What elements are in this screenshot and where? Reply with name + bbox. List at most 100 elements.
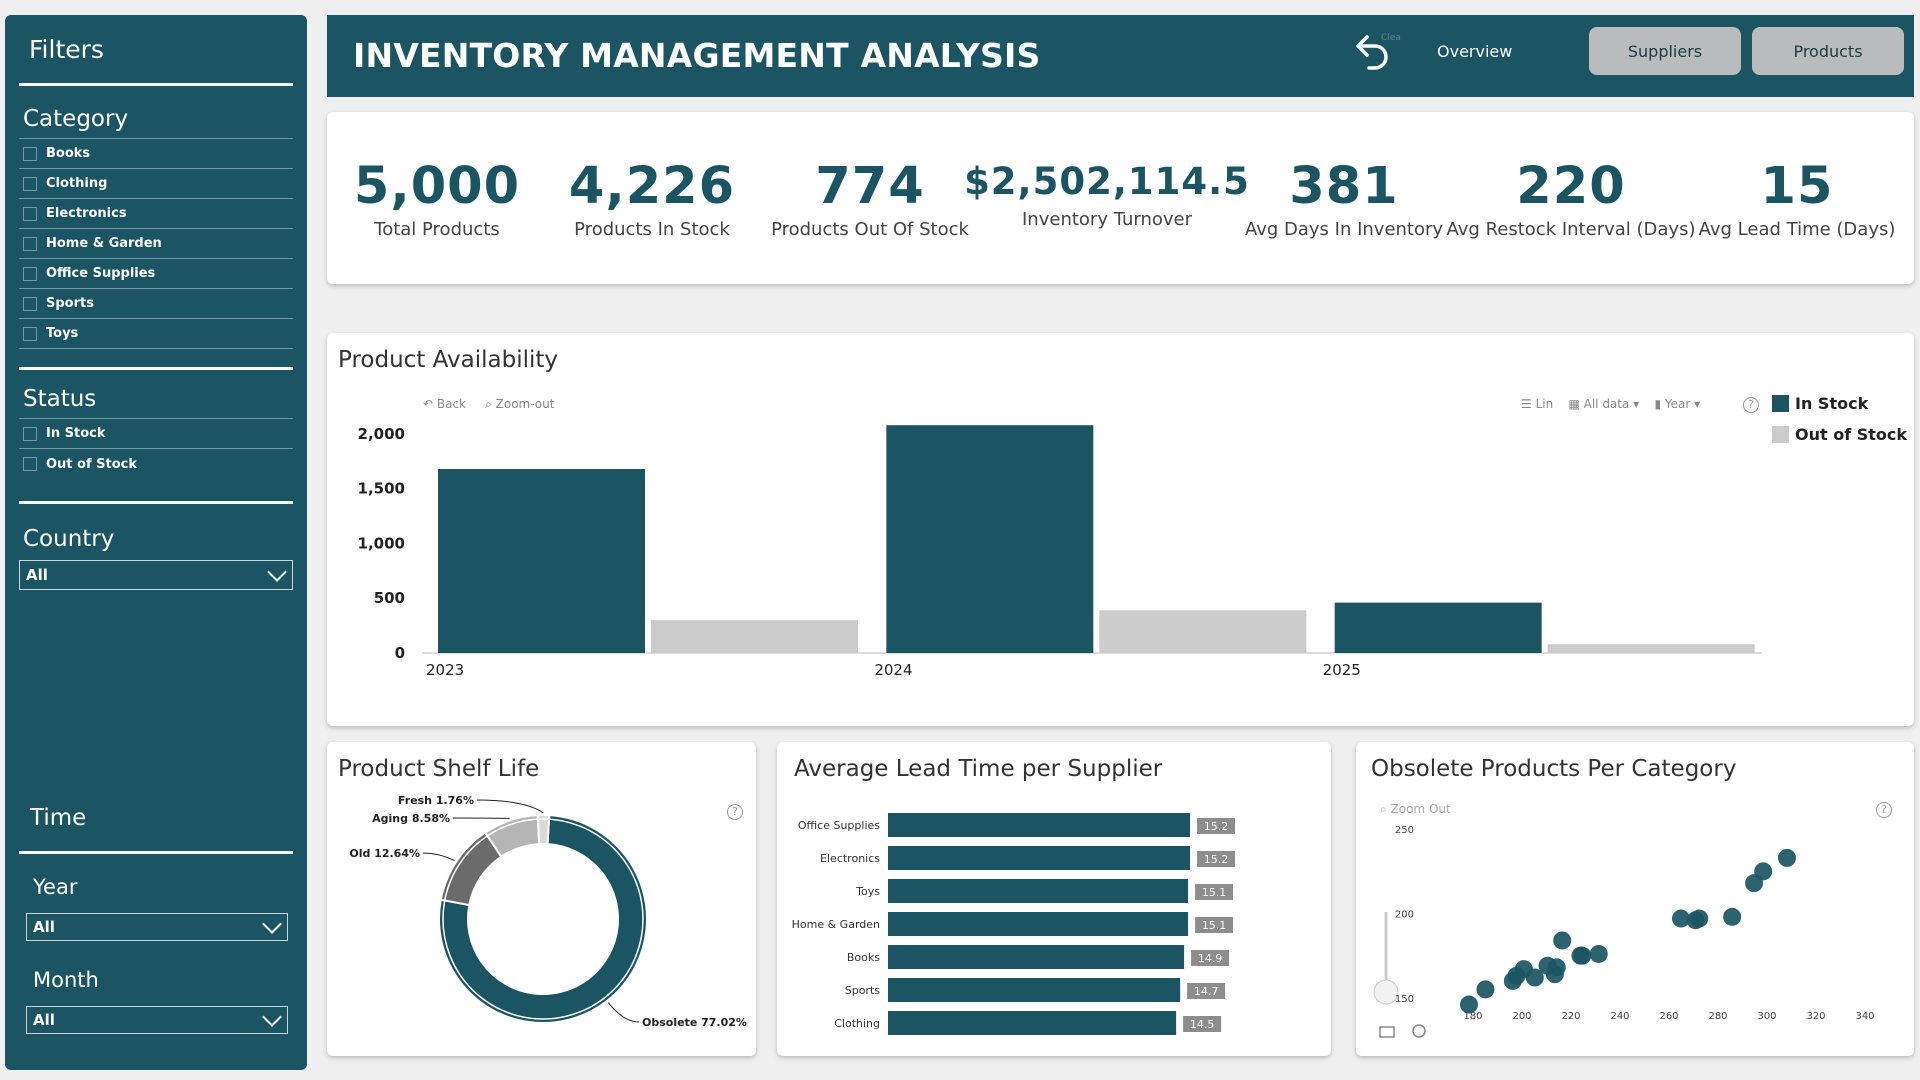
bar-in-stock	[886, 425, 1094, 653]
time-heading: Time	[30, 805, 87, 831]
kpi-value: 15	[1760, 157, 1834, 216]
category-item-clothing[interactable]: Clothing	[19, 169, 293, 199]
undo-icon: Clear all slicers	[1356, 33, 1450, 70]
kpi-avg-days-in-inventory: 381 Avg Days In Inventory	[1245, 157, 1443, 240]
category-item-electronics[interactable]: Electronics	[19, 199, 293, 229]
header-bar: INVENTORY MANAGEMENT ANALYSIS Clear all …	[327, 15, 1914, 97]
x-tick-label: 220	[1561, 1011, 1580, 1022]
help-icon[interactable]: ?	[1743, 397, 1759, 413]
help-icon[interactable]: ?	[1876, 802, 1892, 818]
checkbox[interactable]	[23, 236, 37, 251]
data-range-dropdown[interactable]: ▦ All data ▾	[1568, 397, 1640, 411]
x-tick-label: 2024	[874, 661, 912, 679]
status-item-out-of-stock[interactable]: Out of Stock	[19, 449, 293, 479]
data-label: 15.2	[1204, 853, 1229, 866]
scatter-point	[1723, 907, 1742, 926]
chevron-down-icon	[262, 1006, 282, 1027]
scatter-point	[1525, 968, 1544, 987]
scatter-point	[1573, 946, 1592, 965]
checkbox[interactable]	[23, 426, 37, 441]
checkbox[interactable]	[23, 146, 37, 161]
category-item-books[interactable]: Books	[19, 139, 293, 169]
help-icon[interactable]: ?	[727, 804, 743, 820]
month-heading: Month	[33, 968, 99, 992]
country-dropdown[interactable]: All	[19, 560, 293, 590]
kpi-avg-restock-interval: 220 Avg Restock Interval (Days)	[1447, 157, 1696, 240]
bar	[888, 912, 1189, 936]
nav-products-button[interactable]: Products	[1752, 27, 1904, 75]
value-badge	[1195, 884, 1234, 900]
category-item-toys[interactable]: Toys	[19, 319, 293, 349]
status-item-in-stock[interactable]: In Stock	[19, 419, 293, 449]
leader-line	[607, 1002, 640, 1023]
slice-label: Obsolete 77.02%	[642, 1016, 747, 1029]
kpi-card: 5,000 Total Products 4,226 Products In Sto…	[327, 112, 1914, 284]
scatter-point	[1476, 980, 1495, 999]
status-heading: Status	[23, 386, 97, 412]
bar-in-stock	[438, 469, 645, 653]
camera-icon	[1379, 1026, 1395, 1038]
chart-title: Product Shelf Life	[338, 756, 540, 782]
bar-out-of-stock	[1547, 644, 1755, 653]
category-label: Sports	[845, 984, 881, 997]
checkbox[interactable]	[23, 176, 37, 191]
checkbox[interactable]	[23, 296, 37, 311]
category-label: Toys	[855, 885, 880, 898]
sidebar-divider	[19, 851, 293, 854]
nav-suppliers-button[interactable]: Suppliers	[1589, 27, 1741, 75]
zoom-out-button[interactable]: ⌕ Zoom-out	[485, 397, 555, 411]
clear-slicers-button[interactable]: Clear all slicers	[1351, 29, 1450, 79]
month-dropdown[interactable]: All	[26, 1006, 288, 1034]
scatter-point	[1690, 909, 1709, 928]
filters-sidebar: Filters Category Books Clothing Electron…	[5, 15, 307, 1070]
slice-label: Old 12.64%	[349, 847, 420, 860]
category-item-home-garden[interactable]: Home & Garden	[19, 229, 293, 259]
legend-out-of-stock[interactable]: Out of Stock	[1772, 425, 1907, 444]
bar	[888, 879, 1189, 903]
year-value: All	[33, 918, 55, 936]
kpi-label: Avg Lead Time (Days)	[1698, 219, 1896, 240]
year-dropdown[interactable]: All	[26, 913, 288, 941]
legend-in-stock[interactable]: In Stock	[1772, 394, 1868, 413]
kpi-value: 220	[1516, 157, 1626, 216]
chart-toolbar-right: ☰ Lin ▦ All data ▾ ▮ Year ▾	[1521, 397, 1700, 411]
category-item-sports[interactable]: Sports	[19, 289, 293, 319]
kpi-label: Avg Days In Inventory	[1244, 219, 1444, 240]
category-label: Clothing	[834, 1017, 880, 1030]
category-label: Books	[847, 951, 880, 964]
sidebar-divider	[19, 367, 293, 370]
kpi-products-in-stock: 4,226 Products In Stock	[569, 157, 735, 240]
kpi-value: 381	[1289, 157, 1399, 216]
back-button[interactable]: ↶ Back	[423, 397, 467, 411]
nav-overview[interactable]: Overview	[1437, 42, 1513, 61]
scatter-point	[1460, 995, 1478, 1014]
category-item-office-supplies[interactable]: Office Supplies	[19, 259, 293, 289]
data-label: 15.2	[1204, 820, 1229, 833]
kpi-label: Avg Restock Interval (Days)	[1446, 219, 1696, 240]
chart-title: Product Availability	[338, 347, 559, 373]
y-tick-label: 1,500	[358, 480, 405, 498]
bar	[888, 846, 1191, 870]
checkbox[interactable]	[23, 206, 37, 221]
legend-swatch	[1772, 426, 1789, 443]
category-label: Electronics	[820, 852, 880, 865]
y-tick-label: 200	[1395, 910, 1414, 921]
kpi-label: Products Out Of Stock	[771, 219, 969, 240]
checkbox[interactable]	[23, 457, 37, 471]
year-heading: Year	[33, 875, 78, 899]
shelf-life-card: Product Shelf Life ? Obsolete 77.02% Old …	[327, 742, 756, 1056]
availability-bar-chart: 0 500 1,000 1,500 2,000 2023 2024 2025	[358, 425, 1762, 679]
x-tick-label: 300	[1757, 1011, 1776, 1022]
scale-button[interactable]: ☰ Lin	[1521, 397, 1554, 411]
period-dropdown[interactable]: ▮ Year ▾	[1654, 397, 1701, 411]
zoom-out-button[interactable]: ⌕ Zoom Out	[1380, 802, 1451, 816]
x-tick-label: 320	[1806, 1011, 1825, 1022]
checkbox[interactable]	[23, 266, 37, 281]
x-tick-label: 280	[1708, 1011, 1727, 1022]
legend-swatch	[1772, 395, 1789, 412]
y-tick-label: 250	[1395, 825, 1414, 836]
checkbox[interactable]	[23, 326, 37, 341]
lead-time-bar-chart: Office Supplies 15.2 Electronics 15.2 Toys 15…	[792, 813, 1236, 1035]
x-tick-label: 180	[1463, 1011, 1482, 1022]
kpi-label: Total Products	[374, 219, 500, 240]
